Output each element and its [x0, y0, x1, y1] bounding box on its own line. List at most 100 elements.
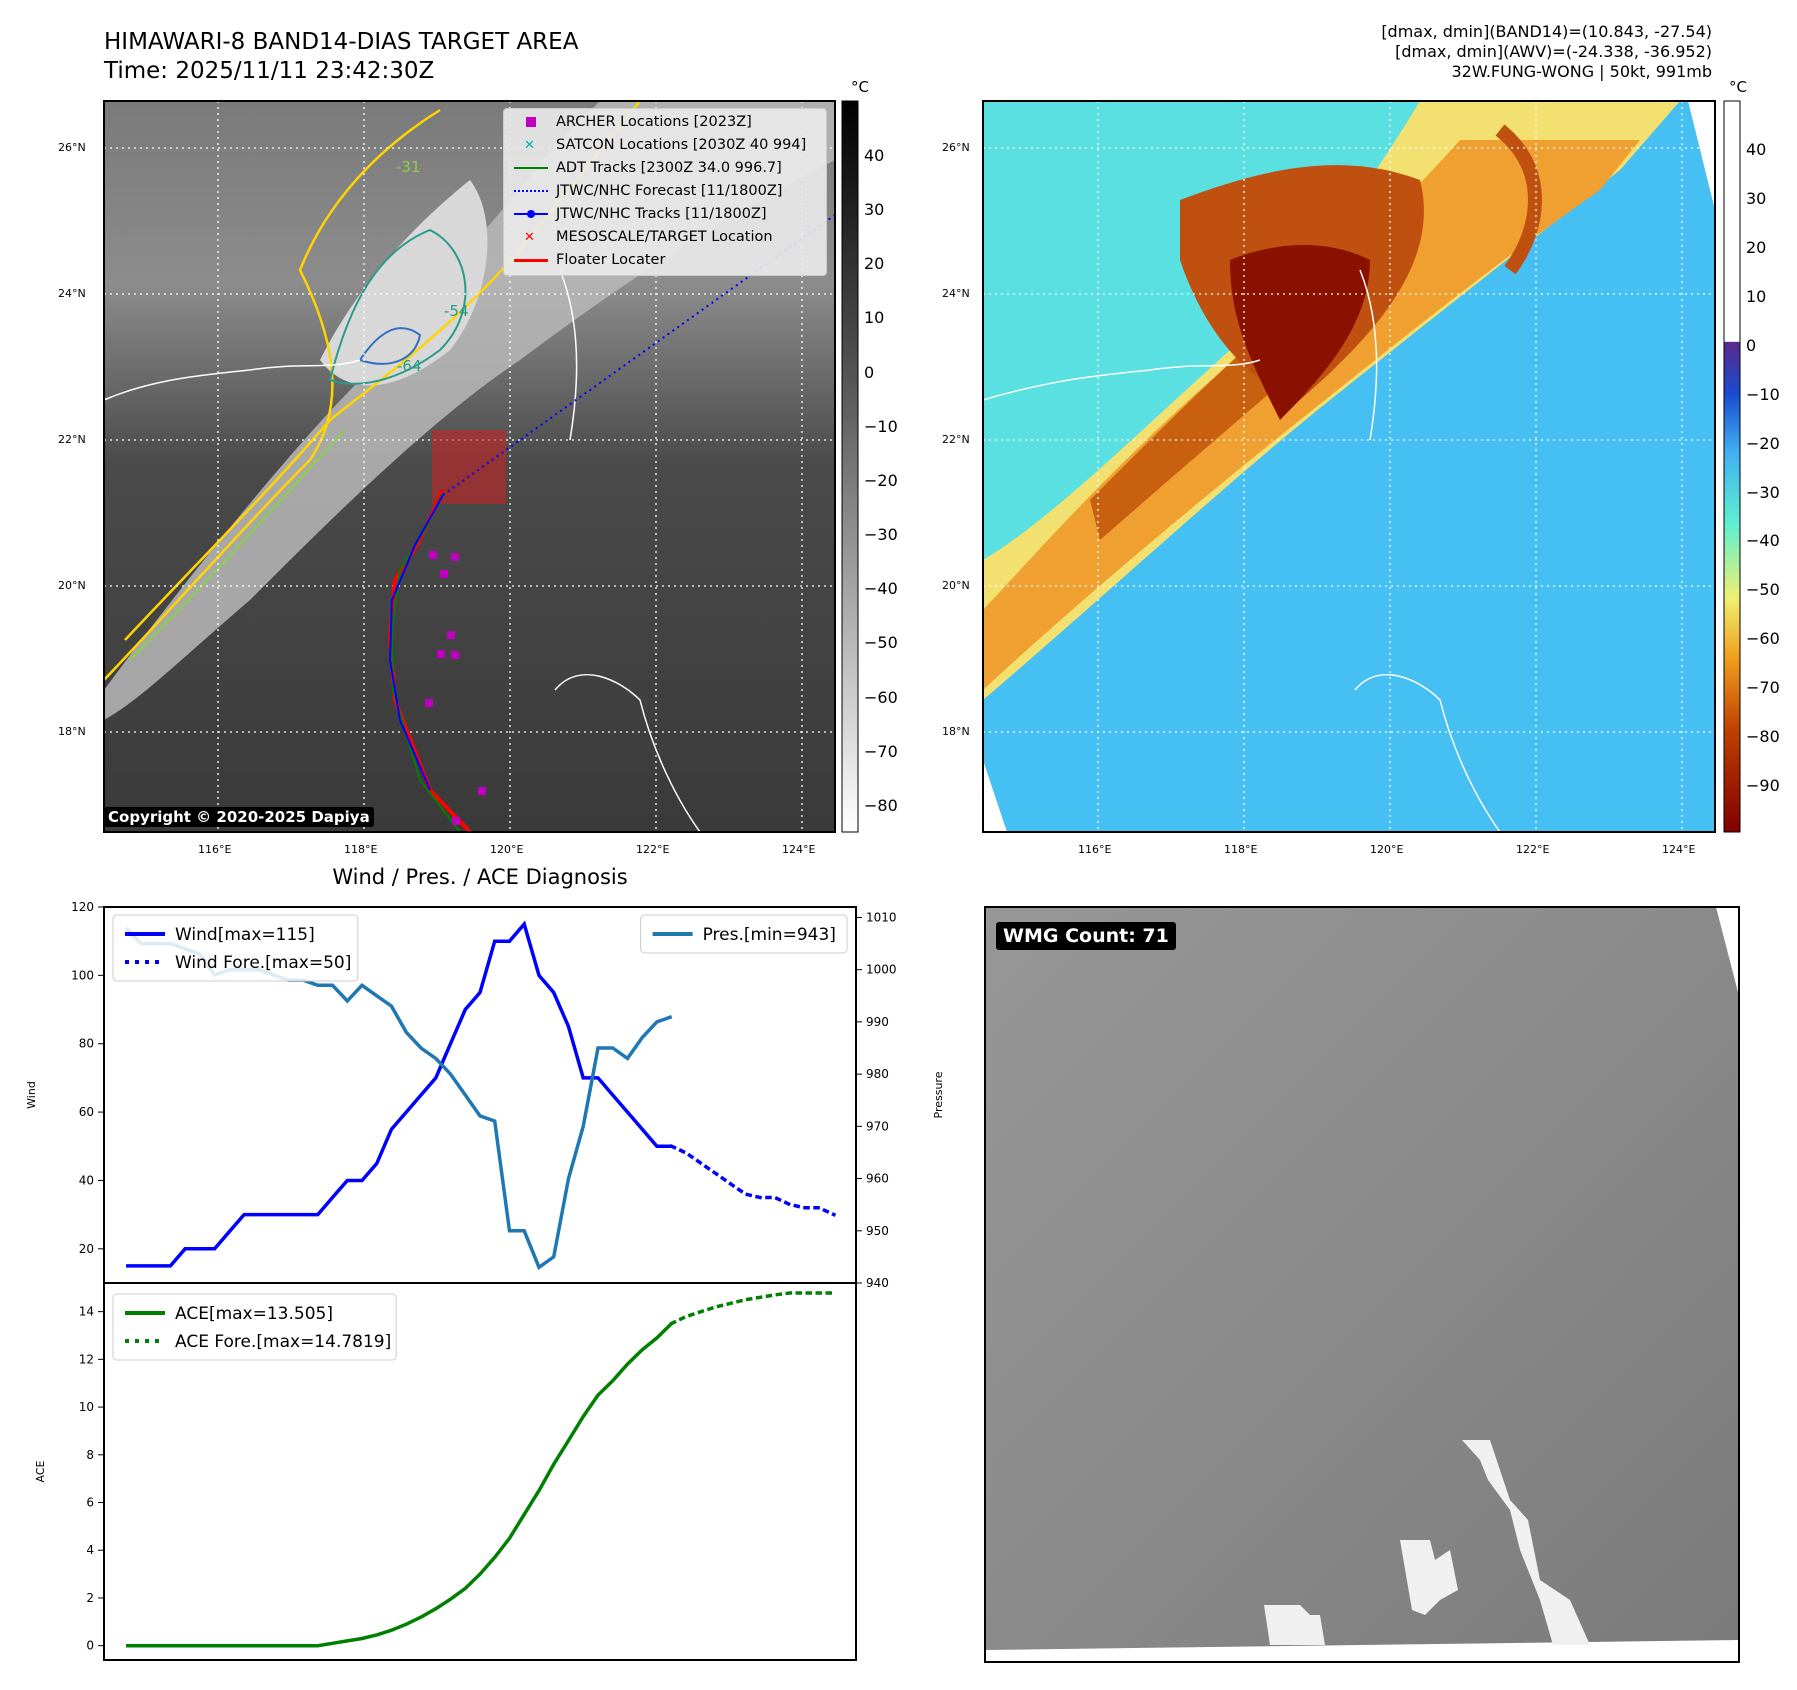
ir-colorbar-tick: −50 — [864, 633, 898, 652]
legend-label: Wind[max=115] — [175, 925, 315, 945]
ir-colorbar-unit: °C — [851, 78, 869, 96]
y-tick-label: 8 — [86, 1448, 94, 1462]
contour-blue — [358, 327, 422, 365]
x-marker-icon: ✕ — [524, 229, 535, 245]
awv-colorbar-tick: −40 — [1746, 531, 1780, 550]
legend-entry-satcon: ✕ SATCON Locations [2030Z 40 994] — [514, 137, 806, 153]
y-tick-label: 970 — [866, 1119, 889, 1133]
awv-map-panel — [982, 100, 1741, 833]
line-dot-marker-icon — [514, 210, 548, 218]
ir-colorbar-tick: −10 — [864, 417, 898, 436]
y-tick-label: 1010 — [866, 910, 897, 924]
y-tick-label: 1000 — [866, 963, 897, 977]
lat-label: 20°N — [58, 579, 86, 592]
dotted-line-icon — [514, 190, 548, 192]
awv-colorbar-tick: −50 — [1746, 580, 1780, 599]
ir-colorbar-tick: 30 — [864, 200, 885, 219]
contour-label: -54 — [444, 302, 469, 320]
lat-label: 26°N — [942, 141, 970, 154]
info-band14-range: [dmax, dmin](BAND14)=(10.843, -27.54) — [1381, 22, 1712, 41]
legend-box — [640, 914, 848, 954]
archer-locations — [425, 551, 486, 825]
contour-green — [129, 429, 346, 661]
y-tick-label: 60 — [79, 1105, 94, 1119]
awv-colorbar-tick: −20 — [1746, 434, 1780, 453]
contour-label: -31 — [396, 158, 421, 176]
lat-label: 18°N — [942, 725, 970, 738]
lon-label: 120°E — [1370, 843, 1404, 856]
series-line — [126, 920, 672, 1268]
ir-colorbar — [841, 100, 859, 833]
awv-colorbar-tick: −30 — [1746, 483, 1780, 502]
ir-map-legend: ARCHER Locations [2023Z] ✕ SATCON Locatio… — [503, 108, 827, 276]
figure-title: HIMAWARI-8 BAND14-DIAS TARGET AREA — [104, 29, 579, 55]
lon-label: 124°E — [782, 843, 816, 856]
lat-label: 24°N — [942, 287, 970, 300]
lat-label: 22°N — [942, 433, 970, 446]
legend-entry-tracks: JTWC/NHC Tracks [11/1800Z] — [514, 206, 767, 222]
y-tick-label: 10 — [79, 1400, 94, 1414]
info-awv-range: [dmax, dmin](AWV)=(-24.338, -36.952) — [1395, 42, 1712, 61]
legend-label: MESOSCALE/TARGET Location — [556, 229, 773, 245]
ir-colorbar-tick: 40 — [864, 146, 885, 165]
cold-cloud-core — [320, 180, 488, 386]
y-tick-label: 40 — [79, 1173, 94, 1187]
legend-label: Wind Fore.[max=50] — [175, 953, 351, 973]
lon-label: 118°E — [1224, 843, 1258, 856]
y-tick-label: 12 — [79, 1352, 94, 1366]
awv-colorbar-tick: 40 — [1746, 140, 1767, 159]
wmg-imagery — [985, 907, 1739, 1662]
contour-yellow — [104, 108, 441, 681]
legend-label: ARCHER Locations [2023Z] — [556, 114, 752, 130]
y-tick-label: 950 — [866, 1224, 889, 1238]
awv-colorbar-tick: −60 — [1746, 629, 1780, 648]
lat-label: 18°N — [58, 725, 86, 738]
awv-colorbar-tick: −80 — [1746, 727, 1780, 746]
awv-colorbar — [1723, 100, 1741, 833]
series-line — [126, 1322, 673, 1648]
contour-label: -64 — [397, 357, 422, 375]
legend-label: ACE[max=13.505] — [175, 1304, 333, 1324]
awv-colorbar-tick: 10 — [1746, 287, 1767, 306]
lon-label: 124°E — [1662, 843, 1696, 856]
legend-box — [112, 914, 359, 982]
ace-axes: 0 2 4 6 8 10 12 14 ACE ACE[max=13.505] ACE Fore.[m… — [34, 1282, 857, 1661]
awv-gridlines — [983, 101, 1715, 832]
ir-colorbar-tick: −80 — [864, 796, 898, 815]
ir-map-labels: 26°N 24°N 22°N 20°N 18°N 116°E 118°E 120… — [0, 0, 900, 860]
legend-label: Pres.[min=943] — [703, 925, 836, 945]
contour-teal — [328, 228, 467, 385]
dry-filament — [1495, 124, 1542, 275]
figure-time: Time: 2025/11/11 23:42:30Z — [104, 58, 435, 84]
y-axis-label: ACE — [34, 1460, 47, 1482]
dry-band-mid — [983, 140, 1640, 690]
lat-label: 24°N — [58, 287, 86, 300]
ir-colorbar-tick: 10 — [864, 308, 885, 327]
dry-slot-core — [1230, 245, 1370, 420]
series-line — [669, 1143, 837, 1217]
series-line — [669, 1291, 836, 1326]
y-tick-label: 990 — [866, 1015, 889, 1029]
legend-label: ADT Tracks [2300Z 34.0 996.7] — [556, 160, 782, 176]
y-tick-label: 940 — [866, 1276, 889, 1290]
y-tick-label: 960 — [866, 1172, 889, 1186]
lon-label: 122°E — [1516, 843, 1550, 856]
y-tick-label: 14 — [79, 1305, 94, 1319]
awv-map-frame — [982, 100, 1716, 833]
awv-colorbar-tick: 20 — [1746, 238, 1767, 257]
lon-label: 122°E — [636, 843, 670, 856]
wmg-frame — [984, 906, 1740, 1663]
wmg-count-badge: WMG Count: 71 — [996, 922, 1176, 950]
awv-colorbar-tick: −10 — [1746, 385, 1780, 404]
ir-colorbar-tick: −20 — [864, 471, 898, 490]
ir-colorbar-tick: −30 — [864, 525, 898, 544]
ir-colorbar-tick: 0 — [864, 363, 875, 382]
legend-label: Floater Locater — [556, 252, 666, 268]
y-axis-label: Pressure — [932, 1071, 945, 1118]
x-marker-icon: ✕ — [524, 137, 535, 153]
y-tick-label: 20 — [79, 1242, 94, 1256]
bottom-axes-frame — [103, 1282, 857, 1661]
lon-label: 116°E — [1078, 843, 1112, 856]
awv-colorbar-tick: 30 — [1746, 189, 1767, 208]
ir-colorbar-tick: −40 — [864, 579, 898, 598]
